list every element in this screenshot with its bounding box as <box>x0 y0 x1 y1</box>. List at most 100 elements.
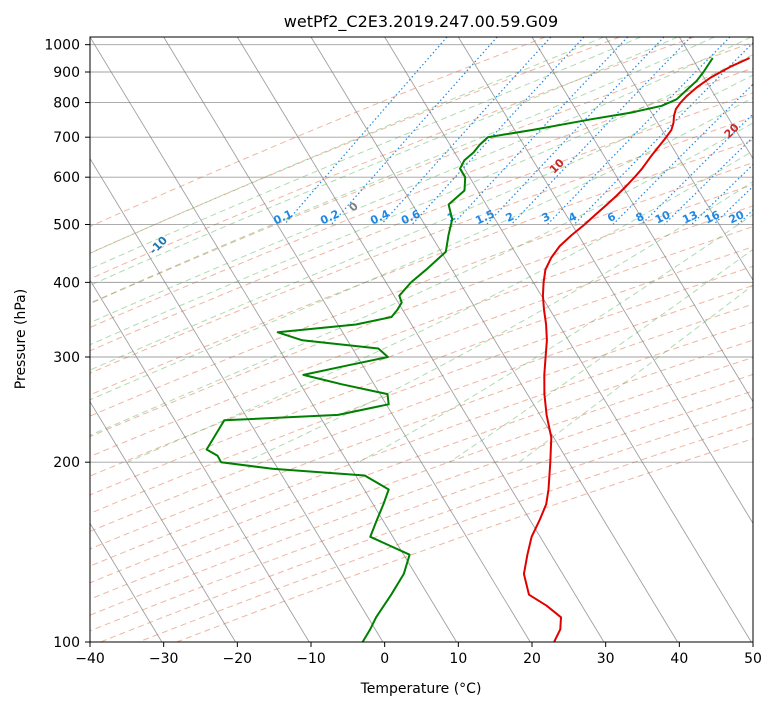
mixing-ratio-label: 20 <box>727 208 747 226</box>
y-tick-label: 100 <box>53 635 80 651</box>
mixing-ratio-line <box>452 37 629 225</box>
dry-adiabat-line <box>138 422 753 642</box>
chart-title: wetPf2_C2E3.2019.247.00.59.G09 <box>284 12 558 32</box>
isotherm-line <box>90 522 163 642</box>
x-axis: −40 −30 −20 −10 0 10 20 30 40 50 <box>75 642 762 667</box>
x-tick-label: 40 <box>670 651 688 667</box>
y-tick-label: 400 <box>53 275 80 291</box>
moist-adiabat-line <box>127 150 753 463</box>
dry-adiabat-line <box>90 226 753 477</box>
dry-adiabat-line <box>90 356 753 600</box>
mixing-ratio-line <box>737 209 753 225</box>
isotherm-line <box>90 279 310 642</box>
dry-adiabat-line <box>90 162 753 417</box>
x-tick-label: −30 <box>149 651 179 667</box>
moist-adiabat-line <box>90 122 753 436</box>
dry-adiabat-line <box>90 67 753 329</box>
dry-adiabat-line <box>90 321 753 567</box>
mixing-ratio-line <box>547 37 731 225</box>
x-tick-label: −20 <box>223 651 253 667</box>
mixing-ratio-line <box>380 37 552 225</box>
mixing-ratio-line <box>284 37 448 225</box>
dry-adiabat-label: -10 <box>147 233 170 256</box>
x-tick-label: 20 <box>523 651 541 667</box>
isotherms <box>90 37 753 642</box>
temperature-line <box>522 57 751 642</box>
moist-adiabat-line <box>90 37 752 324</box>
dry-adiabat-line <box>90 205 753 458</box>
y-tick-label: 300 <box>53 350 80 366</box>
y-tick-label: 200 <box>53 455 80 471</box>
isotherm-line <box>163 37 531 642</box>
mixing-ratio-lines <box>284 37 753 225</box>
moist-adiabat-line <box>90 37 715 304</box>
x-tick-label: 0 <box>380 651 389 667</box>
dry-adiabat-line <box>90 339 753 584</box>
isotherm-line <box>90 157 384 642</box>
dry-adiabat-line <box>90 41 753 305</box>
mixing-ratio-line <box>663 136 753 225</box>
x-tick-label: −10 <box>296 651 326 667</box>
dry-adiabat-line <box>90 284 753 532</box>
dry-adiabat-line <box>90 303 753 550</box>
mixing-ratio-line <box>486 37 665 225</box>
dry-adiabat-line <box>90 265 753 514</box>
moist-adiabat-label: 0 <box>346 199 361 214</box>
y-axis-label: Pressure (hPa) <box>13 289 29 389</box>
moist-adiabat-line <box>90 97 753 401</box>
mixing-ratio-label: 6 <box>605 210 618 225</box>
mixing-ratio-line <box>573 41 753 225</box>
y-tick-label: 700 <box>53 130 80 146</box>
isotherm-line <box>384 37 752 642</box>
y-tick-label: 900 <box>53 65 80 81</box>
mixing-ratio-label: 10 <box>653 208 673 226</box>
dry-adiabat-line <box>90 184 753 438</box>
isotherm-line <box>531 37 753 403</box>
moist-adiabat-line <box>449 248 753 463</box>
y-tick-label: 500 <box>53 217 80 233</box>
profile-lines <box>205 57 751 642</box>
dewpoint-line <box>205 57 714 642</box>
dry-adiabat-line <box>90 37 695 280</box>
moist-adiabat-label: 10 <box>547 156 567 176</box>
mixing-ratio-line <box>510 37 692 225</box>
isotherm-line <box>310 37 678 642</box>
mixing-ratio-line <box>612 83 753 225</box>
y-axis: 100 200 300 400 500 600 700 800 900 1000 <box>44 38 90 651</box>
mixing-ratio-line <box>411 37 585 225</box>
dry-adiabat-line <box>90 92 753 352</box>
dry-adiabat-line <box>90 37 620 254</box>
x-tick-label: 10 <box>449 651 467 667</box>
dry-adiabat-line <box>176 438 753 642</box>
moist-adiabat-line <box>90 37 678 286</box>
y-tick-label: 600 <box>53 170 80 186</box>
isobars <box>90 44 753 642</box>
dry-adiabat-line <box>100 406 753 642</box>
x-axis-label: Temperature (°C) <box>360 681 482 697</box>
moist-adiabat-label: 20 <box>722 121 742 141</box>
mixing-ratio-label: 2 <box>504 210 516 225</box>
plot-area: 0.10.20.40.611.52346810131620253036-100-… <box>90 37 770 642</box>
x-tick-label: 50 <box>744 651 762 667</box>
x-tick-label: 30 <box>597 651 615 667</box>
dry-adiabat-line <box>90 139 753 396</box>
moist-adiabat-line <box>244 180 753 463</box>
isotherm-line <box>678 37 753 160</box>
mixing-ratio-label: 13 <box>680 208 699 226</box>
dry-adiabat-line <box>90 390 753 632</box>
dry-adiabats <box>90 37 753 642</box>
plot-frame <box>89 36 754 643</box>
y-tick-label: 1000 <box>44 38 80 54</box>
isotherm-line <box>457 37 753 525</box>
isotherm-line <box>90 400 236 642</box>
dry-adiabat-line <box>90 373 753 616</box>
mixing-ratio-label: 16 <box>703 208 723 226</box>
moist-adiabat-line <box>90 74 753 371</box>
isotherm-line <box>90 37 457 642</box>
moist-adiabat-line <box>90 54 753 346</box>
mixing-ratio-line <box>330 37 498 225</box>
mixing-ratio-label: 25 <box>751 208 770 226</box>
isotherm-line <box>236 37 605 642</box>
isotherm-line <box>752 37 753 38</box>
